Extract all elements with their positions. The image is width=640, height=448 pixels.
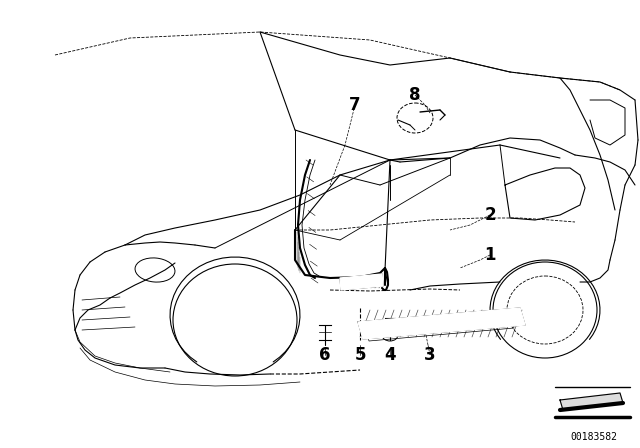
Text: 00183582: 00183582 — [570, 432, 618, 442]
Polygon shape — [560, 393, 623, 410]
Polygon shape — [358, 308, 525, 339]
Text: 8: 8 — [409, 86, 420, 104]
Polygon shape — [340, 274, 383, 290]
Text: 5: 5 — [355, 346, 365, 364]
Text: 4: 4 — [384, 346, 396, 364]
Text: 2: 2 — [484, 206, 496, 224]
Text: 3: 3 — [424, 346, 436, 364]
Text: 7: 7 — [349, 96, 361, 114]
Text: 6: 6 — [319, 346, 331, 364]
Text: 1: 1 — [484, 246, 496, 264]
